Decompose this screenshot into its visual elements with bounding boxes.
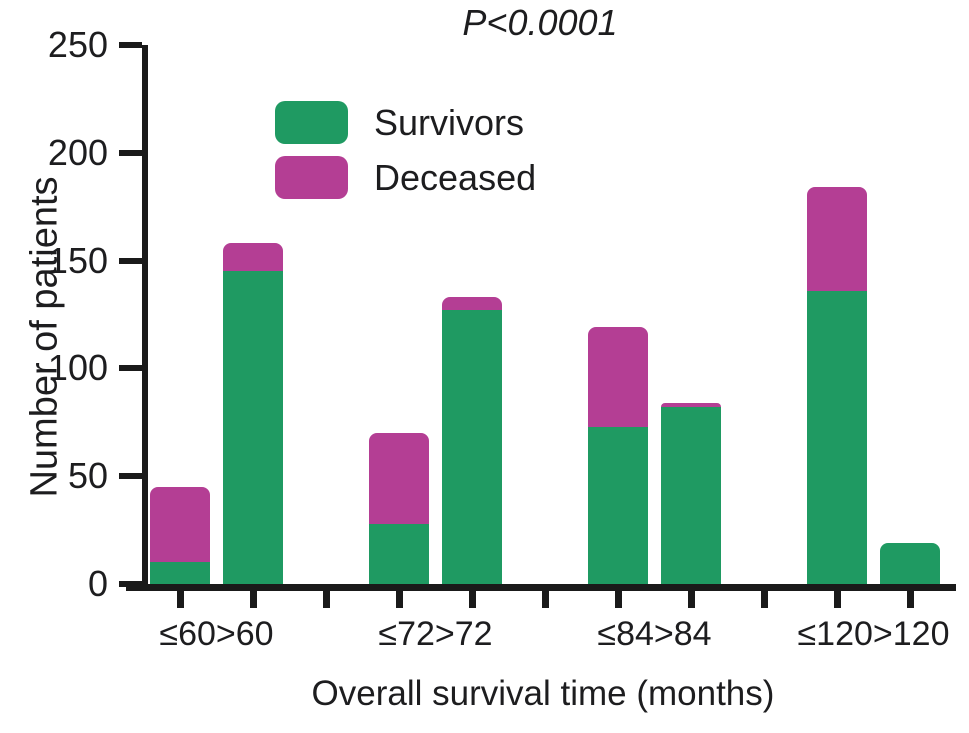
x-axis-tick: [322, 591, 330, 608]
bar-segment-survivors-≤84: [588, 426, 648, 584]
bar->60: [223, 243, 283, 584]
bar-segment-deceased-≤120: [807, 187, 867, 291]
x-axis-tick: [614, 591, 622, 608]
chart-title: P<0.0001: [462, 2, 618, 43]
legend-item-deceased: Deceased: [275, 156, 536, 199]
y-axis-tick-label-100: 100: [47, 347, 108, 389]
x-axis-tick: [687, 591, 695, 608]
bar-segment-deceased-≤72: [369, 433, 429, 524]
bar-segment-survivors->84: [661, 407, 721, 584]
x-axis-tick: [249, 591, 257, 608]
bar->84: [661, 402, 721, 584]
deceased-legend-label: Deceased: [374, 157, 537, 198]
y-axis-tick-200: [119, 149, 142, 156]
y-axis-tick-250: [119, 42, 142, 48]
x-axis-line: [126, 584, 956, 591]
y-axis-tick-label-50: 50: [67, 455, 108, 497]
x-axis-title: Overall survival time (months): [311, 674, 775, 713]
bar-segment-survivors-≤72: [369, 523, 429, 584]
y-axis-tick-0: [119, 581, 142, 587]
survivors-legend-swatch: [275, 101, 348, 144]
bar-segment-deceased-≤84: [588, 327, 648, 427]
bar->120: [880, 543, 940, 584]
bar-≤72: [369, 433, 429, 584]
legend-item-survivors: Survivors: [275, 101, 536, 144]
plot-area: Survivors Deceased 0 50 100 150 200 250 ≤60>60…: [48, 25, 956, 653]
x-axis-tick: [541, 591, 549, 608]
bar-segment-deceased->60: [223, 243, 283, 272]
legend: Survivors Deceased: [275, 101, 536, 199]
x-axis-tick: [395, 591, 403, 608]
bar-segment-survivors->72: [442, 310, 502, 584]
y-axis-title: Number of patients: [23, 176, 66, 498]
bar-segment-deceased->84: [661, 402, 721, 408]
bar-≤60: [150, 487, 210, 584]
y-axis-tick-label-0: 0: [87, 563, 108, 604]
y-axis-line: [142, 45, 148, 591]
bar-segment-deceased-≤60: [150, 487, 210, 563]
y-axis-tick-150: [119, 257, 142, 264]
bar-segment-survivors-≤120: [807, 290, 867, 584]
x-axis-tick: [760, 591, 768, 608]
y-axis-tick-50: [119, 473, 142, 480]
x-axis-tick: [833, 591, 841, 608]
bar-≤120: [807, 187, 867, 584]
x-axis-tick: [176, 591, 184, 608]
bar-segment-survivors->60: [223, 271, 283, 584]
bar-segment-survivors-≤60: [150, 562, 210, 584]
bar->72: [442, 297, 502, 584]
y-axis-tick-label-150: 150: [47, 239, 108, 281]
x-axis-group-label-2: ≤72>72: [378, 615, 493, 653]
x-axis-group-label-1: ≤60>60: [159, 615, 274, 653]
x-axis-group-label-4: ≤120>120: [797, 615, 950, 653]
y-axis-tick-100: [119, 365, 142, 372]
bar-segment-survivors->120: [880, 543, 940, 584]
bar-≤84: [588, 327, 648, 584]
survivors-legend-label: Survivors: [374, 102, 525, 143]
x-axis-tick: [468, 591, 476, 608]
deceased-legend-swatch: [275, 156, 348, 199]
y-axis-tick-label-200: 200: [47, 131, 108, 173]
y-axis-tick-label-250: 250: [47, 24, 108, 65]
x-axis-group-label-3: ≤84>84: [597, 615, 712, 653]
x-axis-tick: [906, 591, 914, 608]
bar-segment-deceased->72: [442, 297, 502, 311]
